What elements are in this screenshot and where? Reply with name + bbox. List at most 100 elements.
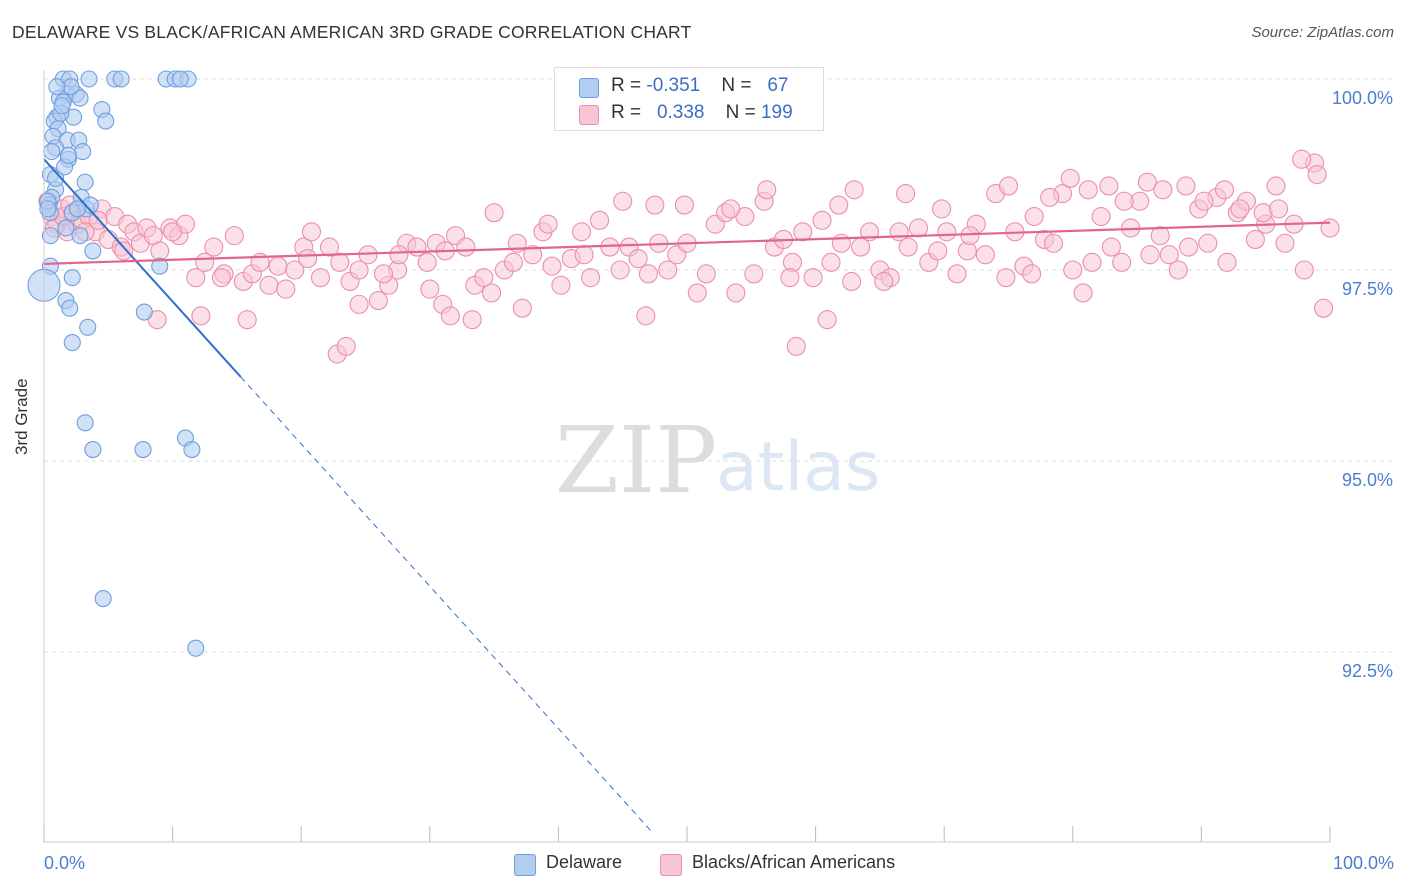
black-point xyxy=(319,237,340,257)
black-point xyxy=(821,252,841,272)
black-point xyxy=(898,237,918,257)
black-point xyxy=(417,252,437,272)
black-point xyxy=(1137,172,1157,192)
black-point xyxy=(368,291,388,311)
black-point xyxy=(1153,180,1173,200)
black-point xyxy=(1245,229,1265,249)
black-point xyxy=(817,310,837,330)
source-label: Source: ZipAtlas.com xyxy=(1251,24,1394,41)
x-tick-label-end: 100.0% xyxy=(1333,853,1394,873)
black-point xyxy=(947,264,967,284)
delaware-point xyxy=(48,78,66,96)
r-value-black: 0.338 xyxy=(656,102,705,123)
black-point xyxy=(908,218,929,238)
black-point xyxy=(349,294,369,314)
black-point xyxy=(237,310,257,330)
black-point xyxy=(147,310,167,330)
delaware-point xyxy=(187,639,205,657)
black-point xyxy=(301,222,322,242)
delaware-point xyxy=(79,318,97,336)
black-point xyxy=(1159,245,1179,265)
black-point xyxy=(512,298,532,318)
black-point xyxy=(1101,237,1121,257)
delaware-point xyxy=(74,143,92,161)
black-point xyxy=(1150,226,1170,246)
black-point xyxy=(538,214,558,234)
delaware-point xyxy=(57,219,75,237)
black-point xyxy=(1112,252,1132,272)
black-point xyxy=(803,268,823,288)
black-point xyxy=(574,245,594,265)
black-point xyxy=(793,222,813,242)
black-point xyxy=(1314,298,1334,318)
black-point xyxy=(874,271,894,292)
black-point xyxy=(696,264,716,284)
black-point xyxy=(674,195,694,215)
black-point xyxy=(542,256,562,276)
black-point xyxy=(1063,260,1083,280)
delaware-point xyxy=(68,200,86,218)
black-point xyxy=(1099,176,1119,196)
black-point xyxy=(114,241,134,261)
black-point xyxy=(721,199,741,219)
delaware-point xyxy=(76,414,94,432)
black-point xyxy=(610,260,630,280)
black-point xyxy=(1078,180,1098,200)
legend-swatch-blue xyxy=(579,78,599,98)
black-point xyxy=(481,283,502,303)
n-value-delaware: 67 xyxy=(767,75,789,96)
chart-title: DELAWARE VS BLACK/AFRICAN AMERICAN 3RD G… xyxy=(12,22,692,42)
black-point xyxy=(786,336,806,356)
black-point xyxy=(844,180,864,200)
black-point xyxy=(996,268,1016,288)
legend-label-delaware: Delaware xyxy=(546,852,623,872)
black-point xyxy=(628,248,648,269)
black-point xyxy=(831,233,851,253)
black-point xyxy=(407,237,427,257)
legend-row-black: R = 0.338 N = 199 xyxy=(555,102,823,128)
delaware-point xyxy=(97,112,115,130)
r-value-delaware: -0.351 xyxy=(646,75,701,96)
black-point xyxy=(440,306,460,326)
delaware-trend-extension xyxy=(240,376,652,832)
y-tick-label: 95.0% xyxy=(1342,470,1393,490)
black-point xyxy=(1320,218,1340,238)
black-point xyxy=(474,268,494,288)
r-label: R = xyxy=(611,102,647,123)
black-point xyxy=(484,203,504,223)
black-point xyxy=(744,264,764,284)
delaware-point xyxy=(63,334,81,352)
black-point xyxy=(268,256,288,276)
delaware-point xyxy=(47,169,65,187)
delaware-point xyxy=(94,589,112,608)
black-point xyxy=(1214,180,1235,200)
black-point xyxy=(456,237,476,257)
black-point xyxy=(613,191,633,211)
n-label: N = xyxy=(721,75,757,96)
delaware-point xyxy=(59,146,77,164)
black-point xyxy=(1040,187,1060,207)
black-point xyxy=(1275,233,1295,253)
black-point xyxy=(1168,260,1188,280)
black-point xyxy=(1194,191,1214,211)
delaware-point xyxy=(134,440,152,459)
watermark-atlas: atlas xyxy=(716,428,880,507)
black-point xyxy=(937,222,957,242)
black-point xyxy=(224,226,244,246)
axes: 0.0% 100.0% xyxy=(43,70,1394,873)
gridlines: 100.0% 97.5% 95.0% 92.5% xyxy=(44,78,1393,681)
black-point xyxy=(1266,176,1286,196)
legend-swatch-pink xyxy=(579,105,599,125)
legend-stats-black: R = 0.338 N = 199 xyxy=(611,102,793,124)
delaware-point xyxy=(41,227,59,245)
black-point xyxy=(580,268,601,288)
black-point xyxy=(687,283,707,303)
black-point xyxy=(150,241,170,261)
black-point xyxy=(1198,233,1218,253)
legend-row-delaware: R = -0.351 N = 67 xyxy=(555,75,823,101)
delaware-point xyxy=(53,97,71,115)
black-point xyxy=(780,268,800,288)
black-points-group xyxy=(38,149,1340,364)
delaware-point xyxy=(76,173,94,191)
y-tick-label: 92.5% xyxy=(1342,661,1393,681)
